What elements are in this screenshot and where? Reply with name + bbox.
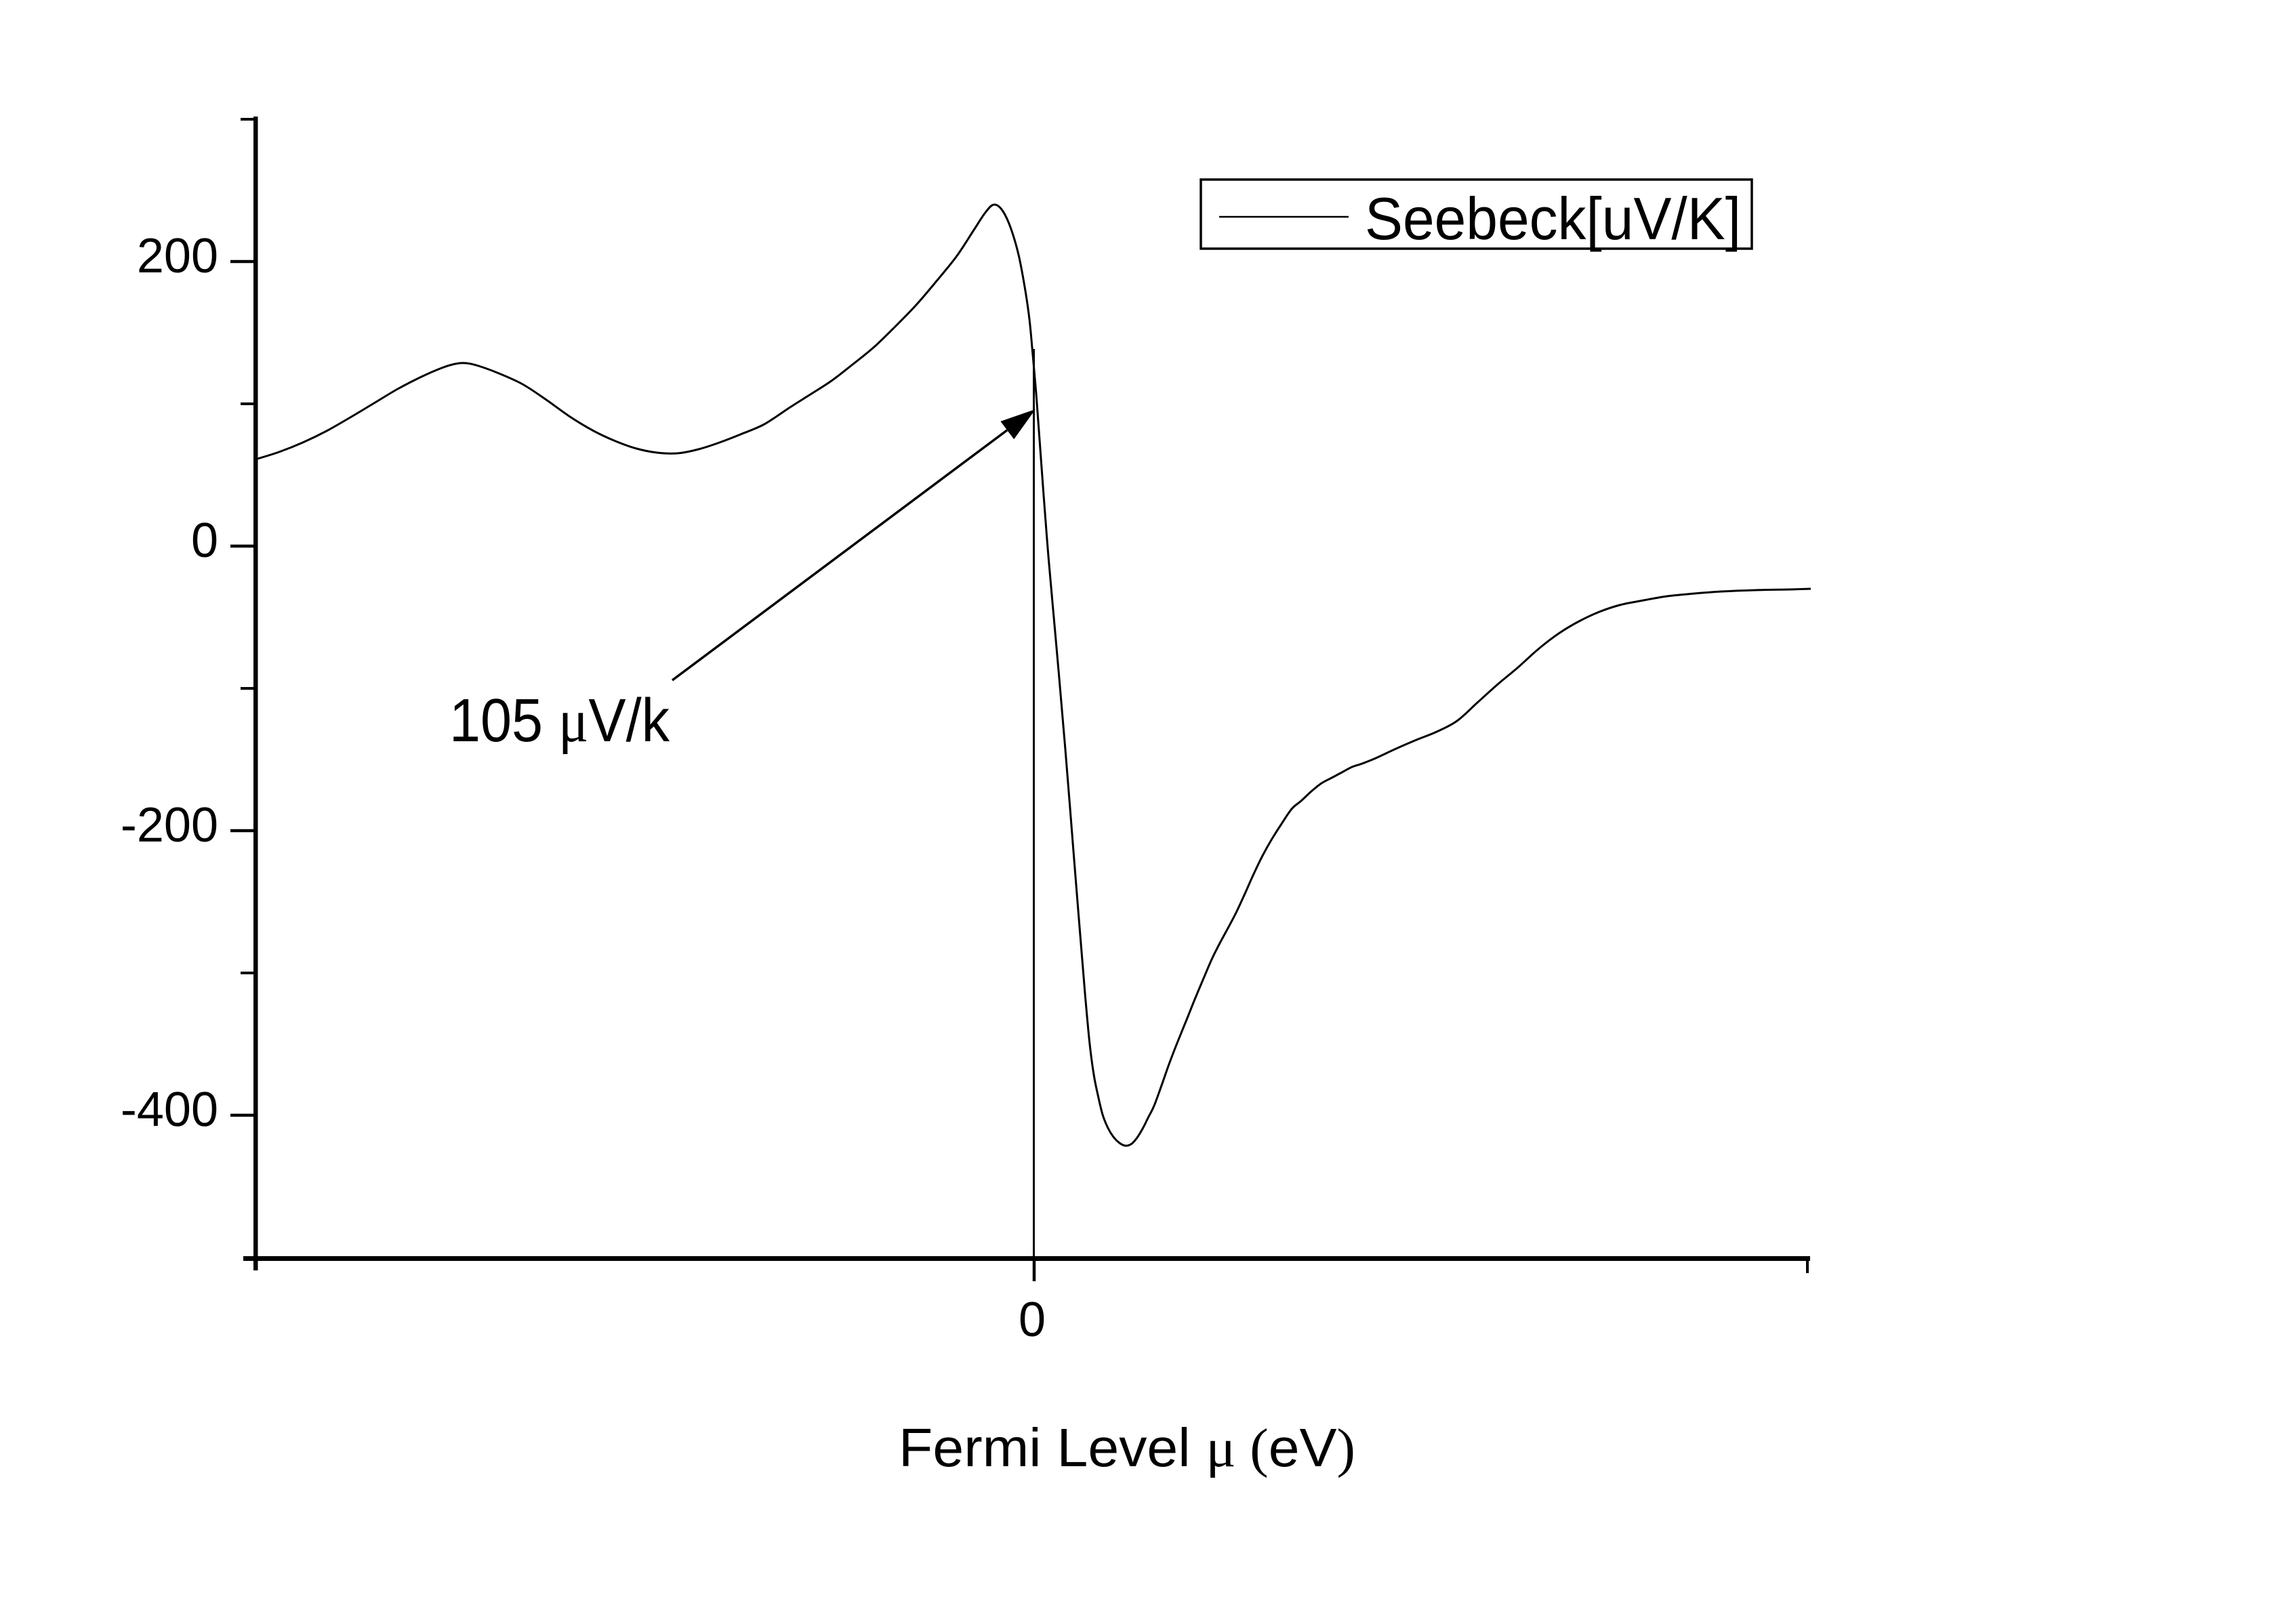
svg-text:Fermi Level μ (eV): Fermi Level μ (eV) — [899, 1417, 1355, 1478]
svg-text:-400: -400 — [121, 1083, 218, 1137]
svg-text:-200: -200 — [121, 798, 218, 852]
svg-text:Seebeck[uV/K]: Seebeck[uV/K] — [1365, 185, 1741, 252]
svg-text:0: 0 — [1019, 1293, 1046, 1347]
svg-text:200: 200 — [137, 229, 218, 283]
svg-text:0: 0 — [191, 514, 218, 568]
svg-text:105 μV/k: 105 μV/k — [449, 687, 670, 755]
